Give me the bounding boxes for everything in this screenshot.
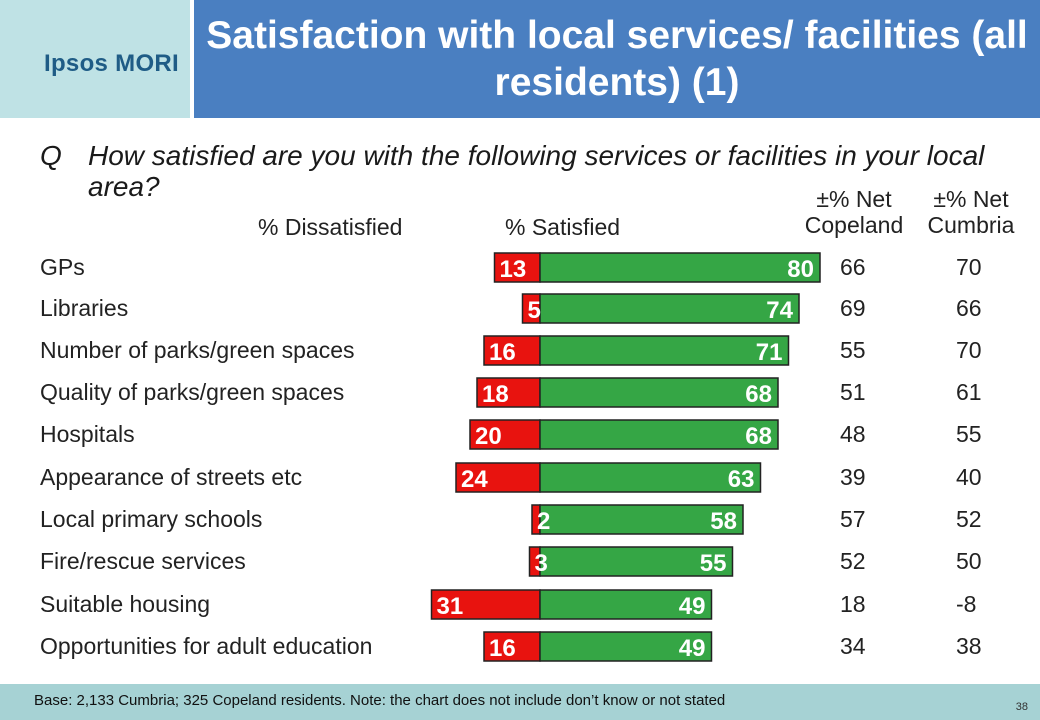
- net-cumbria-value: -8: [956, 591, 977, 617]
- dissatisfied-value-label: 20: [475, 423, 502, 450]
- logo-panel: Ipsos MORI: [0, 0, 190, 118]
- satisfied-bar: [539, 335, 790, 366]
- dissatisfied-value-label: 31: [437, 593, 464, 620]
- net-cumbria-value: 66: [956, 295, 982, 321]
- satisfied-bar: [539, 589, 713, 620]
- net-cumbria-value: 55: [956, 421, 982, 447]
- dissatisfied-bar: [476, 377, 541, 408]
- title-bar: Satisfaction with local services/ facili…: [194, 0, 1040, 118]
- dissatisfied-value-label: 16: [489, 339, 516, 366]
- dissatisfied-value-label: 2: [537, 508, 550, 535]
- dissatisfied-bar: [469, 419, 541, 450]
- satisfied-value-label: 80: [787, 256, 814, 283]
- net-copeland-value: 39: [840, 464, 866, 490]
- satisfied-header: % Satisfied: [505, 214, 621, 240]
- net-copeland-value: 51: [840, 379, 866, 405]
- dissatisfied-value-label: 13: [500, 256, 527, 283]
- satisfied-value-label: 63: [728, 466, 755, 493]
- dissatisfied-value-label: 16: [489, 635, 516, 662]
- net-cumbria-value: 70: [956, 337, 982, 363]
- net-cumbria-value: 61: [956, 379, 982, 405]
- dissatisfied-bar: [483, 335, 541, 366]
- footer-note: Base: 2,133 Cumbria; 325 Copeland reside…: [34, 692, 726, 709]
- page-title: Satisfaction with local services/ facili…: [206, 14, 1028, 104]
- net-copeland-value: 48: [840, 421, 866, 447]
- net-copeland-value: 55: [840, 337, 866, 363]
- satisfied-value-label: 49: [679, 593, 706, 620]
- satisfied-bar: [539, 504, 744, 535]
- category-label: Libraries: [40, 295, 129, 321]
- satisfied-value-label: 58: [710, 508, 737, 535]
- category-label: Hospitals: [40, 421, 135, 447]
- satisfied-value-label: 74: [766, 297, 793, 324]
- satisfied-value-label: 68: [745, 381, 772, 408]
- net-copeland-value: 52: [840, 548, 866, 574]
- category-label: Quality of parks/green spaces: [40, 379, 345, 405]
- dissatisfied-bar: [483, 631, 541, 662]
- net-cumbria-value: 50: [956, 548, 982, 574]
- net-cumbria-value: 40: [956, 464, 982, 490]
- net-cumbria-value: 52: [956, 506, 982, 532]
- net-copeland-value: 57: [840, 506, 866, 532]
- satisfied-value-label: 71: [756, 339, 783, 366]
- footer: Base: 2,133 Cumbria; 325 Copeland reside…: [0, 684, 1040, 720]
- satisfied-value-label: 49: [679, 635, 706, 662]
- satisfied-bar: [539, 293, 800, 324]
- net-copeland-value: 18: [840, 591, 866, 617]
- dissatisfied-value-label: 3: [535, 550, 548, 577]
- category-label: Fire/rescue services: [40, 548, 246, 574]
- satisfied-bar: [539, 546, 734, 577]
- dissatisfied-bar: [430, 589, 541, 620]
- satisfied-value-label: 68: [745, 423, 772, 450]
- category-label: Opportunities for adult education: [40, 633, 373, 659]
- satisfied-bar: [539, 462, 762, 493]
- net-copeland-header: ±% Net Copeland: [804, 186, 904, 238]
- category-label: Number of parks/green spaces: [40, 337, 355, 363]
- satisfied-bar: [539, 419, 779, 450]
- satisfied-bar: [539, 631, 713, 662]
- category-label: GPs: [40, 254, 85, 280]
- satisfied-value-label: 55: [700, 550, 727, 577]
- net-copeland-value: 66: [840, 254, 866, 280]
- net-copeland-value: 34: [840, 633, 866, 659]
- question-prefix: Q: [40, 140, 62, 171]
- net-cumbria-value: 38: [956, 633, 982, 659]
- page-number: 38: [1015, 701, 1028, 713]
- satisfied-bar: [539, 377, 779, 408]
- dissatisfied-header: % Dissatisfied: [258, 214, 403, 240]
- dissatisfied-bar: [493, 252, 541, 283]
- ipsos-mori-logo: Ipsos MORI: [44, 50, 180, 77]
- dissatisfied-value-label: 24: [461, 466, 488, 493]
- category-label: Suitable housing: [40, 591, 211, 617]
- satisfied-bar: [539, 252, 821, 283]
- dissatisfied-value-label: 5: [528, 297, 541, 324]
- net-copeland-value: 69: [840, 295, 866, 321]
- category-label: Local primary schools: [40, 506, 263, 532]
- question-text: How satisfied are you with the following…: [88, 140, 985, 202]
- net-cumbria-header: ±% Net Cumbria: [927, 186, 1015, 238]
- category-label: Appearance of streets etc: [40, 464, 303, 490]
- net-cumbria-value: 70: [956, 254, 982, 280]
- dissatisfied-value-label: 18: [482, 381, 509, 408]
